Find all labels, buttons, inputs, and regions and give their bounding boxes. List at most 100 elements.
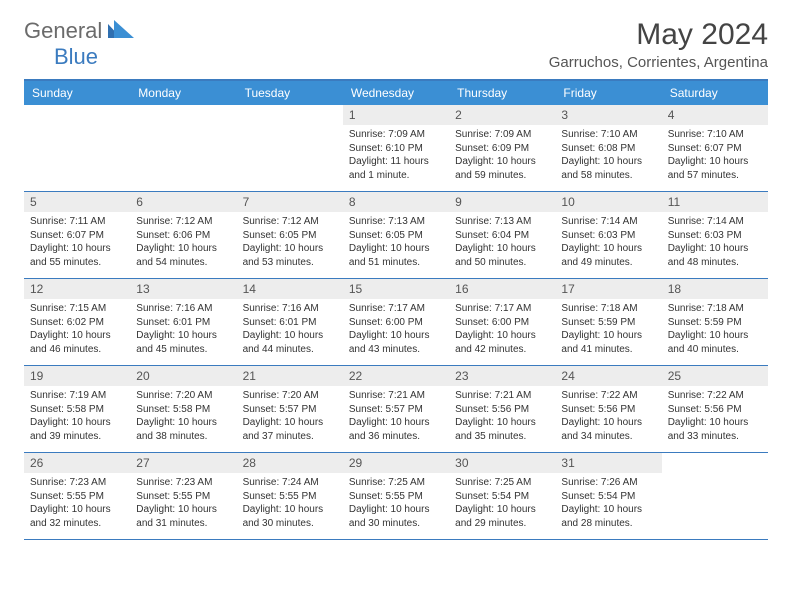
sunrise-text: Sunrise: 7:23 AM — [136, 476, 230, 490]
day-cell: 23Sunrise: 7:21 AMSunset: 5:56 PMDayligh… — [449, 366, 555, 452]
week-row: 12Sunrise: 7:15 AMSunset: 6:02 PMDayligh… — [24, 279, 768, 366]
daylight-text: Daylight: 11 hours and 1 minute. — [349, 155, 443, 182]
sunrise-text: Sunrise: 7:21 AM — [455, 389, 549, 403]
day-cell: 12Sunrise: 7:15 AMSunset: 6:02 PMDayligh… — [24, 279, 130, 365]
day-cell: 29Sunrise: 7:25 AMSunset: 5:55 PMDayligh… — [343, 453, 449, 539]
day-cell: 11Sunrise: 7:14 AMSunset: 6:03 PMDayligh… — [662, 192, 768, 278]
day-body: Sunrise: 7:22 AMSunset: 5:56 PMDaylight:… — [662, 386, 768, 447]
day-body: Sunrise: 7:23 AMSunset: 5:55 PMDaylight:… — [24, 473, 130, 534]
sunset-text: Sunset: 5:56 PM — [455, 403, 549, 417]
week-row: 19Sunrise: 7:19 AMSunset: 5:58 PMDayligh… — [24, 366, 768, 453]
empty-cell — [662, 453, 768, 539]
daylight-text: Daylight: 10 hours and 43 minutes. — [349, 329, 443, 356]
logo-triangle-icon — [108, 20, 134, 43]
day-cell: 31Sunrise: 7:26 AMSunset: 5:54 PMDayligh… — [555, 453, 661, 539]
day-body: Sunrise: 7:18 AMSunset: 5:59 PMDaylight:… — [555, 299, 661, 360]
daylight-text: Daylight: 10 hours and 37 minutes. — [243, 416, 337, 443]
page-title: May 2024 — [549, 18, 768, 52]
day-cell: 17Sunrise: 7:18 AMSunset: 5:59 PMDayligh… — [555, 279, 661, 365]
day-number: 26 — [24, 453, 130, 473]
day-body: Sunrise: 7:21 AMSunset: 5:56 PMDaylight:… — [449, 386, 555, 447]
sunrise-text: Sunrise: 7:17 AM — [349, 302, 443, 316]
day-cell: 4Sunrise: 7:10 AMSunset: 6:07 PMDaylight… — [662, 105, 768, 191]
sunset-text: Sunset: 6:07 PM — [668, 142, 762, 156]
day-body: Sunrise: 7:21 AMSunset: 5:57 PMDaylight:… — [343, 386, 449, 447]
sunset-text: Sunset: 6:00 PM — [349, 316, 443, 330]
day-cell: 7Sunrise: 7:12 AMSunset: 6:05 PMDaylight… — [237, 192, 343, 278]
day-cell: 5Sunrise: 7:11 AMSunset: 6:07 PMDaylight… — [24, 192, 130, 278]
day-body: Sunrise: 7:23 AMSunset: 5:55 PMDaylight:… — [130, 473, 236, 534]
daylight-text: Daylight: 10 hours and 55 minutes. — [30, 242, 124, 269]
sunset-text: Sunset: 6:05 PM — [349, 229, 443, 243]
day-body: Sunrise: 7:13 AMSunset: 6:04 PMDaylight:… — [449, 212, 555, 273]
sunset-text: Sunset: 6:01 PM — [243, 316, 337, 330]
header: General May 2024 Garruchos, Corrientes, … — [24, 18, 768, 71]
day-body: Sunrise: 7:09 AMSunset: 6:10 PMDaylight:… — [343, 125, 449, 186]
week-row: 5Sunrise: 7:11 AMSunset: 6:07 PMDaylight… — [24, 192, 768, 279]
sunrise-text: Sunrise: 7:20 AM — [243, 389, 337, 403]
day-number: 29 — [343, 453, 449, 473]
day-cell: 20Sunrise: 7:20 AMSunset: 5:58 PMDayligh… — [130, 366, 236, 452]
sunset-text: Sunset: 5:58 PM — [136, 403, 230, 417]
day-cell: 25Sunrise: 7:22 AMSunset: 5:56 PMDayligh… — [662, 366, 768, 452]
day-body: Sunrise: 7:10 AMSunset: 6:07 PMDaylight:… — [662, 125, 768, 186]
day-cell: 8Sunrise: 7:13 AMSunset: 6:05 PMDaylight… — [343, 192, 449, 278]
day-body: Sunrise: 7:16 AMSunset: 6:01 PMDaylight:… — [130, 299, 236, 360]
day-body: Sunrise: 7:12 AMSunset: 6:05 PMDaylight:… — [237, 212, 343, 273]
day-cell: 19Sunrise: 7:19 AMSunset: 5:58 PMDayligh… — [24, 366, 130, 452]
sunrise-text: Sunrise: 7:21 AM — [349, 389, 443, 403]
day-body: Sunrise: 7:24 AMSunset: 5:55 PMDaylight:… — [237, 473, 343, 534]
sunset-text: Sunset: 6:09 PM — [455, 142, 549, 156]
day-body: Sunrise: 7:11 AMSunset: 6:07 PMDaylight:… — [24, 212, 130, 273]
day-number: 6 — [130, 192, 236, 212]
sunset-text: Sunset: 6:08 PM — [561, 142, 655, 156]
day-cell: 1Sunrise: 7:09 AMSunset: 6:10 PMDaylight… — [343, 105, 449, 191]
logo: General — [24, 18, 136, 44]
daylight-text: Daylight: 10 hours and 45 minutes. — [136, 329, 230, 356]
day-number: 10 — [555, 192, 661, 212]
day-number: 16 — [449, 279, 555, 299]
logo-text-blue-wrap: Blue — [24, 44, 98, 70]
weeks-container: 1Sunrise: 7:09 AMSunset: 6:10 PMDaylight… — [24, 105, 768, 540]
daylight-text: Daylight: 10 hours and 36 minutes. — [349, 416, 443, 443]
sunset-text: Sunset: 6:03 PM — [561, 229, 655, 243]
day-number: 22 — [343, 366, 449, 386]
sunrise-text: Sunrise: 7:19 AM — [30, 389, 124, 403]
day-number: 30 — [449, 453, 555, 473]
daylight-text: Daylight: 10 hours and 53 minutes. — [243, 242, 337, 269]
day-number: 31 — [555, 453, 661, 473]
calendar: Sunday Monday Tuesday Wednesday Thursday… — [24, 79, 768, 540]
day-cell: 15Sunrise: 7:17 AMSunset: 6:00 PMDayligh… — [343, 279, 449, 365]
sunrise-text: Sunrise: 7:22 AM — [668, 389, 762, 403]
day-cell: 22Sunrise: 7:21 AMSunset: 5:57 PMDayligh… — [343, 366, 449, 452]
sunrise-text: Sunrise: 7:10 AM — [668, 128, 762, 142]
day-body: Sunrise: 7:14 AMSunset: 6:03 PMDaylight:… — [555, 212, 661, 273]
daylight-text: Daylight: 10 hours and 49 minutes. — [561, 242, 655, 269]
sunrise-text: Sunrise: 7:09 AM — [349, 128, 443, 142]
weekday-header: Sunday — [24, 81, 130, 105]
day-body: Sunrise: 7:17 AMSunset: 6:00 PMDaylight:… — [343, 299, 449, 360]
day-cell: 30Sunrise: 7:25 AMSunset: 5:54 PMDayligh… — [449, 453, 555, 539]
day-number: 21 — [237, 366, 343, 386]
weekday-header: Friday — [555, 81, 661, 105]
day-cell: 6Sunrise: 7:12 AMSunset: 6:06 PMDaylight… — [130, 192, 236, 278]
day-number: 12 — [24, 279, 130, 299]
daylight-text: Daylight: 10 hours and 32 minutes. — [30, 503, 124, 530]
day-body: Sunrise: 7:10 AMSunset: 6:08 PMDaylight:… — [555, 125, 661, 186]
day-cell: 2Sunrise: 7:09 AMSunset: 6:09 PMDaylight… — [449, 105, 555, 191]
sunrise-text: Sunrise: 7:11 AM — [30, 215, 124, 229]
day-body: Sunrise: 7:18 AMSunset: 5:59 PMDaylight:… — [662, 299, 768, 360]
sunrise-text: Sunrise: 7:20 AM — [136, 389, 230, 403]
day-cell: 10Sunrise: 7:14 AMSunset: 6:03 PMDayligh… — [555, 192, 661, 278]
sunrise-text: Sunrise: 7:17 AM — [455, 302, 549, 316]
daylight-text: Daylight: 10 hours and 34 minutes. — [561, 416, 655, 443]
day-cell: 24Sunrise: 7:22 AMSunset: 5:56 PMDayligh… — [555, 366, 661, 452]
day-number: 24 — [555, 366, 661, 386]
location-subtitle: Garruchos, Corrientes, Argentina — [549, 54, 768, 71]
day-body: Sunrise: 7:20 AMSunset: 5:57 PMDaylight:… — [237, 386, 343, 447]
daylight-text: Daylight: 10 hours and 40 minutes. — [668, 329, 762, 356]
weekday-header-row: Sunday Monday Tuesday Wednesday Thursday… — [24, 81, 768, 105]
day-cell: 16Sunrise: 7:17 AMSunset: 6:00 PMDayligh… — [449, 279, 555, 365]
sunrise-text: Sunrise: 7:13 AM — [349, 215, 443, 229]
day-number: 20 — [130, 366, 236, 386]
